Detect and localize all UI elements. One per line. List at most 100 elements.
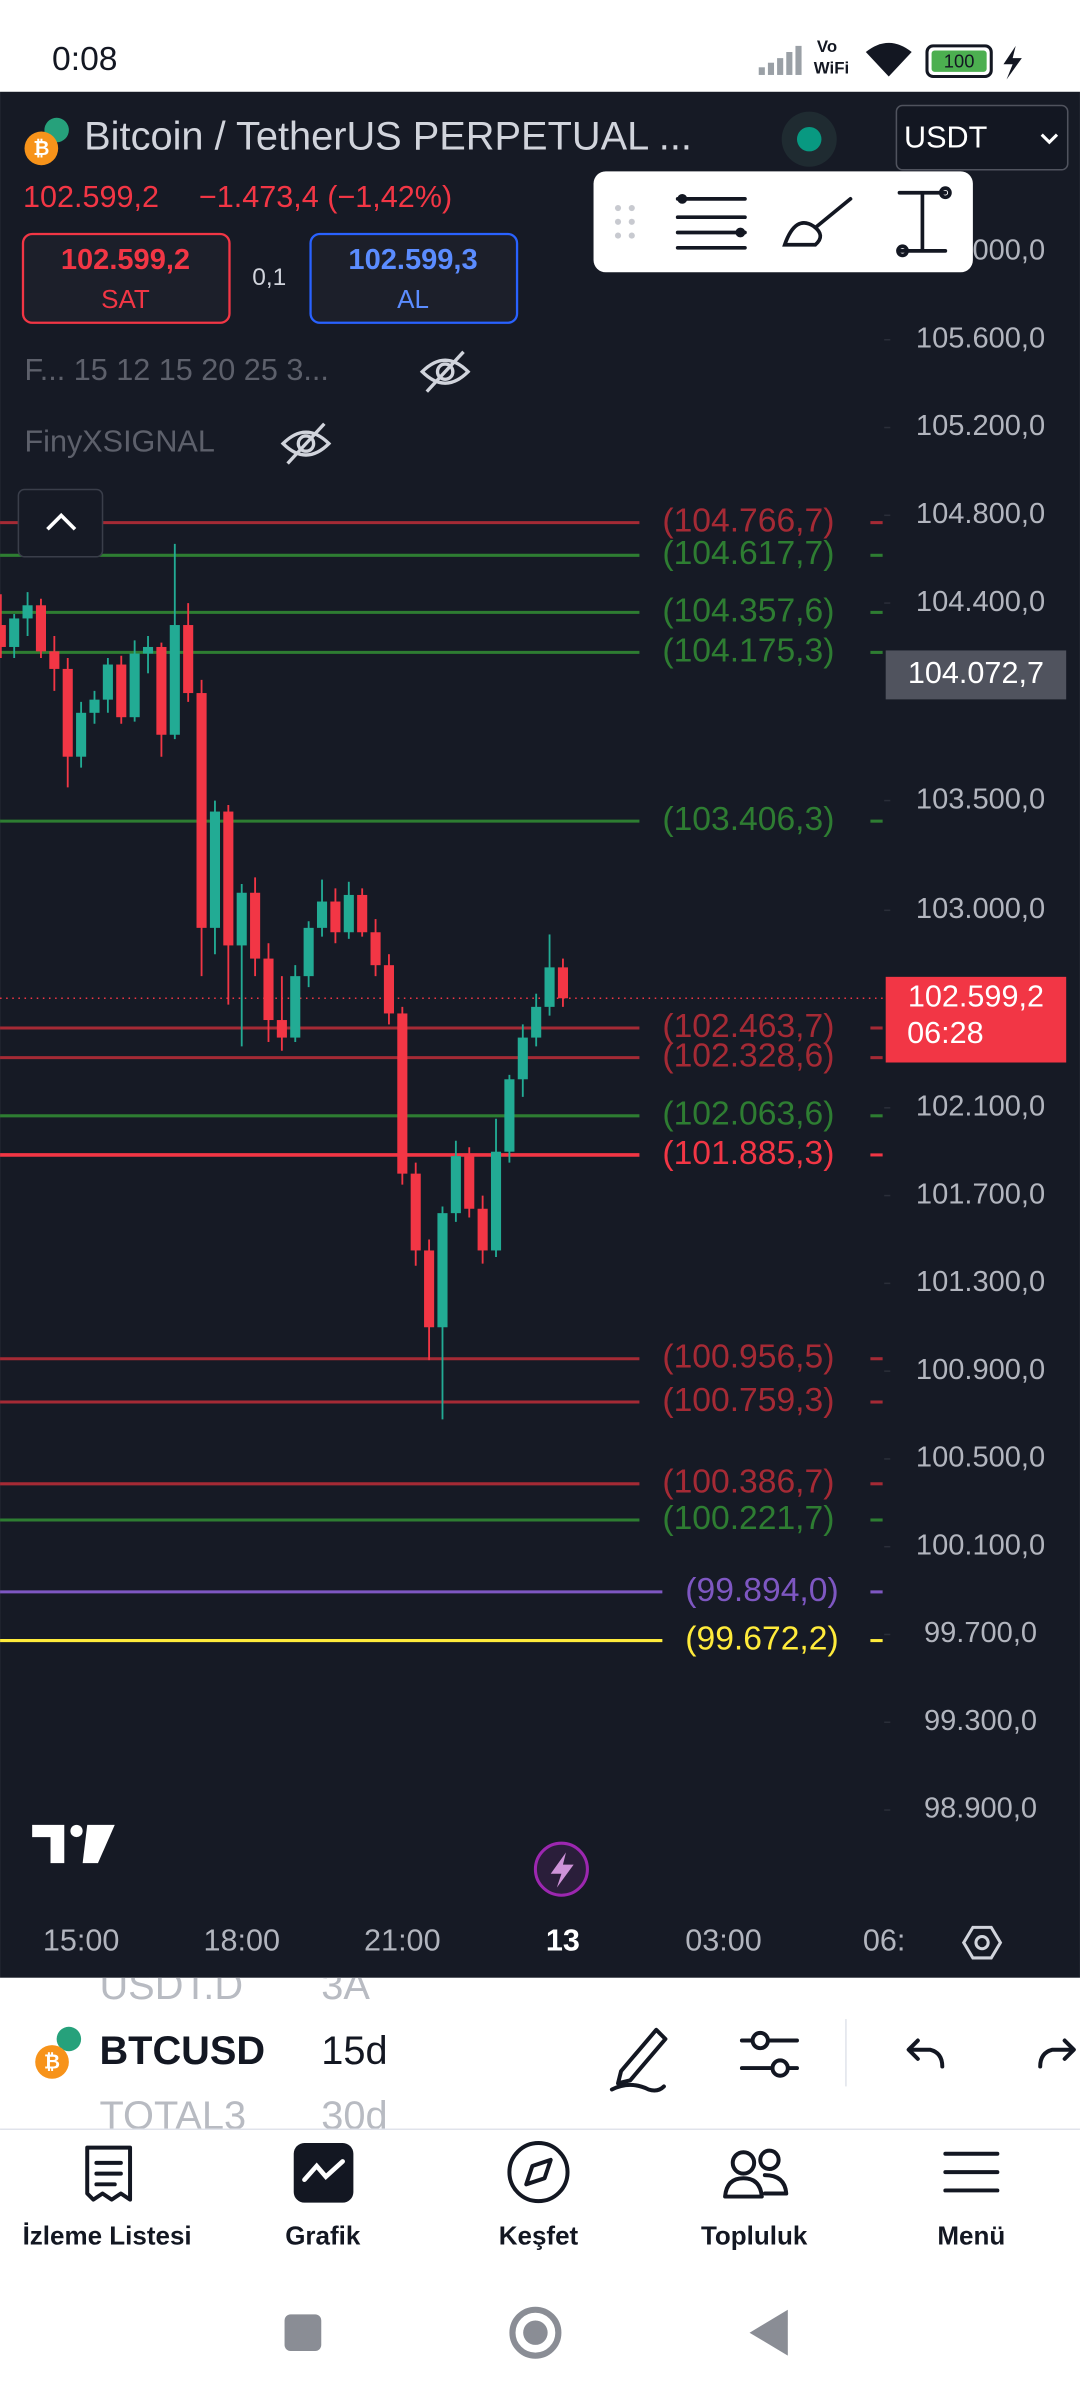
- icon-part: [35, 2045, 69, 2079]
- status-bar: [0, 0, 1080, 92]
- price-tick-label: 100.500,0: [916, 1442, 1045, 1474]
- candle-body: [290, 976, 301, 1038]
- watchlist-symbol[interactable]: BTCUSD: [99, 2029, 265, 2073]
- nav-label[interactable]: Grafik: [285, 2221, 361, 2251]
- currency-select[interactable]: [895, 104, 1069, 171]
- battery-level: [931, 50, 987, 72]
- currency-label: USDT: [904, 120, 987, 154]
- icon-part: [735, 227, 746, 238]
- candle-body: [142, 646, 154, 654]
- watchlist-interval[interactable]: 15d: [321, 2029, 387, 2073]
- indicator-name[interactable]: F... 15 12 15 20 25 3...: [25, 353, 329, 387]
- price-tick-label: 100.900,0: [916, 1354, 1045, 1386]
- level-label: (100.221,7): [662, 1500, 834, 1537]
- icon-part: [70, 1824, 83, 1838]
- price-countdown: 06:28: [907, 1016, 984, 1050]
- candle-body: [129, 653, 140, 718]
- icon-part: [614, 204, 622, 212]
- buy-price: 102.599,3: [348, 244, 477, 276]
- watchlist-interval[interactable]: 30d: [321, 2094, 387, 2138]
- candles: [0, 543, 568, 1420]
- candle-body: [424, 1250, 435, 1328]
- icon-part: [730, 2150, 757, 2176]
- sell-label: SAT: [101, 284, 150, 314]
- candle-body: [437, 1213, 448, 1328]
- collapse-button[interactable]: [17, 488, 104, 558]
- back-button[interactable]: [749, 2309, 788, 2356]
- level-label: (100.759,3): [662, 1382, 834, 1419]
- drawing-toolbar: [593, 171, 973, 273]
- time-label: 21:00: [364, 1924, 441, 1958]
- icon-part: [777, 58, 784, 75]
- candle-body: [263, 958, 274, 1021]
- brush-tool[interactable]: [782, 197, 853, 247]
- redo-button[interactable]: [1038, 2038, 1076, 2069]
- watchlist-symbol[interactable]: TOTAL3: [99, 2094, 246, 2138]
- draw-button[interactable]: [609, 2027, 668, 2093]
- hide-indicator[interactable]: [419, 350, 471, 393]
- candle-body: [49, 651, 60, 669]
- level-label: (102.463,7): [662, 1008, 834, 1045]
- buy-button[interactable]: [309, 232, 519, 324]
- price-tick-label: 98.900,0: [924, 1793, 1037, 1825]
- toolbar-handle[interactable]: [614, 204, 635, 239]
- settings-button[interactable]: [961, 1925, 1003, 1960]
- battery-text: 100: [944, 51, 975, 72]
- candle-body: [517, 1037, 528, 1080]
- icon-part: [85, 2145, 133, 2202]
- icon-part: [56, 2026, 82, 2052]
- wifi-icon: [865, 42, 912, 77]
- menu-icon[interactable]: [943, 2151, 1000, 2193]
- candle-body: [490, 1151, 502, 1251]
- icon-part: [524, 2157, 553, 2187]
- community-icon[interactable]: [723, 2148, 789, 2199]
- price-tick-label: 101.300,0: [916, 1266, 1045, 1298]
- quantity[interactable]: 0,1: [252, 264, 286, 291]
- icon-part: [677, 193, 688, 204]
- nav-label[interactable]: Keşfet: [499, 2221, 579, 2251]
- icon-part: [815, 197, 853, 229]
- price-badges: 104.072,7 102.599,206:28: [885, 650, 1067, 1063]
- candle-body: [303, 927, 314, 977]
- settings-icon: [974, 1934, 990, 1951]
- indicators-button[interactable]: [739, 2030, 799, 2078]
- level-label: (100.956,5): [662, 1339, 834, 1376]
- symbol-title[interactable]: Bitcoin / TetherUS PERPETUAL ...: [84, 115, 692, 159]
- icon-part: [758, 67, 765, 75]
- icon-part: [435, 362, 455, 382]
- lines-tool[interactable]: [675, 193, 747, 250]
- indicator-name[interactable]: FinyXSIGNAL: [25, 425, 215, 459]
- price-axis: 106.000,0105.600,0105.200,0104.800,0104.…: [884, 235, 1045, 1825]
- hide-indicator[interactable]: [280, 422, 332, 465]
- wifi-label: WiFi: [814, 58, 849, 77]
- watchlist-interval[interactable]: 3A: [321, 1964, 370, 2008]
- nav-label[interactable]: Menü: [937, 2221, 1005, 2251]
- watchlist-symbol[interactable]: USDT.D: [99, 1964, 243, 2008]
- explore-icon[interactable]: [507, 2141, 570, 2204]
- level-label: (99.894,0): [685, 1572, 838, 1609]
- symbol-icon[interactable]: ₿: [24, 117, 69, 166]
- measure-tool[interactable]: [896, 186, 952, 258]
- candle-body: [370, 932, 381, 966]
- battery-icon: [925, 44, 993, 79]
- candle-body: [276, 1020, 287, 1038]
- level-label: (104.175,3): [662, 632, 834, 669]
- candle-body: [236, 892, 247, 946]
- watchlist-icon[interactable]: [85, 2145, 133, 2202]
- icon-part: [94, 2160, 123, 2187]
- icon-part: [943, 2151, 1000, 2193]
- home-button[interactable]: [509, 2306, 562, 2359]
- undo-button[interactable]: [906, 2038, 945, 2069]
- nav-label[interactable]: Topluluk: [701, 2221, 808, 2251]
- watchlist[interactable]: USDT.D 3A BTCUSD 15d TOTAL3 30d: [99, 1964, 387, 2138]
- market-status-dot: [796, 126, 822, 152]
- time-label: 03:00: [685, 1924, 762, 1958]
- high-badge: [885, 650, 1067, 700]
- high-badge-label: 104.072,7: [908, 656, 1044, 690]
- nav-label[interactable]: İzleme Listesi: [23, 2221, 192, 2251]
- recents-button[interactable]: [284, 2314, 322, 2352]
- candle-body: [62, 668, 73, 757]
- candle-body: [22, 605, 33, 619]
- sell-button[interactable]: [21, 232, 231, 324]
- candle-body: [89, 699, 100, 713]
